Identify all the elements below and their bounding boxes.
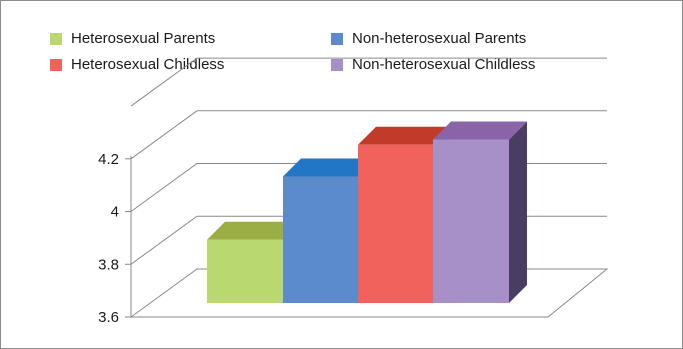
bar-front [207,239,283,303]
bar-top [433,121,527,140]
legend-swatch [331,59,343,71]
legend-label: Heterosexual Parents [71,30,216,47]
legend-swatch [331,33,343,45]
bar-top [283,158,376,177]
legend-label: Non-heterosexual Childless [352,56,536,73]
gridline [130,110,607,160]
y-tick-label: 3.6 [98,309,119,326]
y-tick-label: 3.8 [98,256,119,273]
chart-legend: Heterosexual Parents Non-heterosexual Pa… [0,0,683,80]
legend-label: Heterosexual Childless [71,56,225,73]
legend-item-non-heterosexual-parents: Non-heterosexual Parents [331,31,526,47]
chart-floor [129,268,609,318]
legend-item-non-heterosexual-childless: Non-heterosexual Childless [331,57,535,73]
legend-swatch [50,33,62,45]
gridline [130,57,607,107]
bar-front [433,139,509,303]
bar-side [509,121,527,303]
bars [207,121,527,303]
legend-item-heterosexual-parents: Heterosexual Parents [50,31,215,47]
y-tick-label: 4 [111,204,119,221]
legend-swatch [50,59,62,71]
bar-top [207,221,301,240]
legend-item-heterosexual-childless: Heterosexual Childless [50,57,224,73]
bar [433,121,527,303]
y-tick-label: 4.2 [98,151,119,168]
bar-front [358,144,433,303]
bar-top [358,126,451,145]
legend-label: Non-heterosexual Parents [352,30,527,47]
floor-plane [129,268,609,318]
bar-front [283,176,358,303]
bar [283,158,376,303]
y-axis-ticks: 3.6 3.8 4 4.2 [98,151,131,326]
